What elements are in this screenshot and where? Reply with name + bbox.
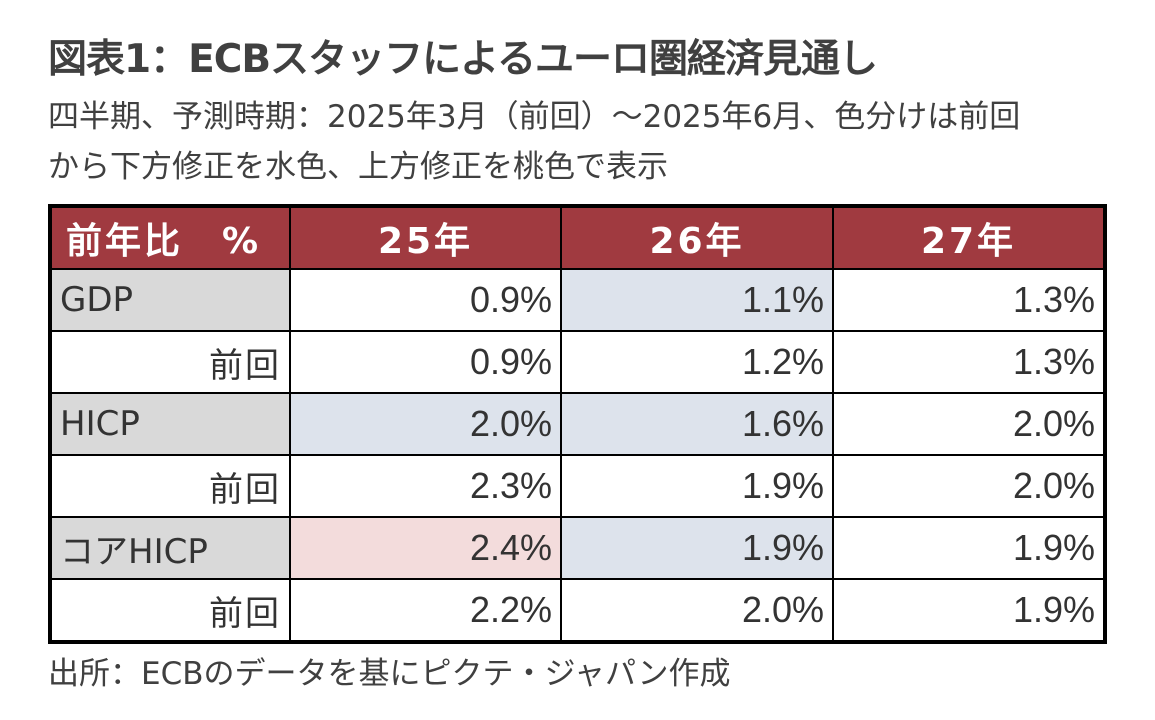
chart-subtitle: 四半期、予測時期：2025年3月（前回）～2025年6月、色分けは前回 から下方… — [48, 92, 1128, 192]
row-label-previous: 前回 — [49, 578, 291, 643]
value-cell-2026: 1.6% — [560, 392, 834, 456]
value-cell-2027: 2.0% — [832, 454, 1106, 518]
value-cell-2025: 0.9% — [289, 268, 562, 332]
column-header-unit: 前年比 % — [49, 205, 291, 270]
value-cell-2026: 1.1% — [560, 268, 834, 332]
forecast-table: 前年比 % 25年 26年 27年 GDP 0.9% 1.1% 1.3% 前回 0.9% 1… — [48, 204, 1107, 644]
subtitle-line-2: から下方修正を水色、上方修正を桃色で表示 — [48, 149, 668, 185]
header-row: 前年比 % 25年 26年 27年 — [49, 205, 1106, 270]
row-label-previous: 前回 — [49, 330, 291, 394]
chart-title: 図表1：ECBスタッフによるユーロ圏経済見通し — [48, 37, 878, 82]
table-row: 前回 2.2% 2.0% 1.9% — [49, 578, 1106, 643]
column-header-2025: 25年 — [289, 205, 562, 270]
row-label: コアHICP — [49, 516, 291, 580]
column-header-2027: 27年 — [832, 205, 1106, 270]
row-label-previous: 前回 — [49, 454, 291, 518]
subtitle-line-1: 四半期、予測時期：2025年3月（前回）～2025年6月、色分けは前回 — [48, 99, 1021, 135]
value-cell-2025: 2.3% — [289, 454, 562, 518]
value-cell-2027: 1.9% — [832, 516, 1106, 580]
source-note: 出所：ECBのデータを基にピクテ・ジャパン作成 — [48, 656, 731, 692]
table-body: GDP 0.9% 1.1% 1.3% 前回 0.9% 1.2% 1.3% HICP 2.0% 1.6… — [49, 268, 1106, 643]
value-cell-2027: 1.3% — [832, 330, 1106, 394]
column-header-2026: 26年 — [560, 205, 834, 270]
table-row: コアHICP 2.4% 1.9% 1.9% — [49, 516, 1106, 580]
value-cell-2026: 1.9% — [560, 454, 834, 518]
value-cell-2025: 2.0% — [289, 392, 562, 456]
value-cell-2027: 1.3% — [832, 268, 1106, 332]
value-cell-2025: 2.4% — [289, 516, 562, 580]
value-cell-2025: 2.2% — [289, 578, 562, 643]
table-row: HICP 2.0% 1.6% 2.0% — [49, 392, 1106, 456]
row-label: GDP — [49, 268, 291, 332]
row-label: HICP — [49, 392, 291, 456]
value-cell-2026: 1.9% — [560, 516, 834, 580]
table-row: 前回 0.9% 1.2% 1.3% — [49, 330, 1106, 394]
value-cell-2025: 0.9% — [289, 330, 562, 394]
value-cell-2026: 2.0% — [560, 578, 834, 643]
value-cell-2026: 1.2% — [560, 330, 834, 394]
table-row: 前回 2.3% 1.9% 2.0% — [49, 454, 1106, 518]
value-cell-2027: 1.9% — [832, 578, 1106, 643]
table-row: GDP 0.9% 1.1% 1.3% — [49, 268, 1106, 332]
value-cell-2027: 2.0% — [832, 392, 1106, 456]
